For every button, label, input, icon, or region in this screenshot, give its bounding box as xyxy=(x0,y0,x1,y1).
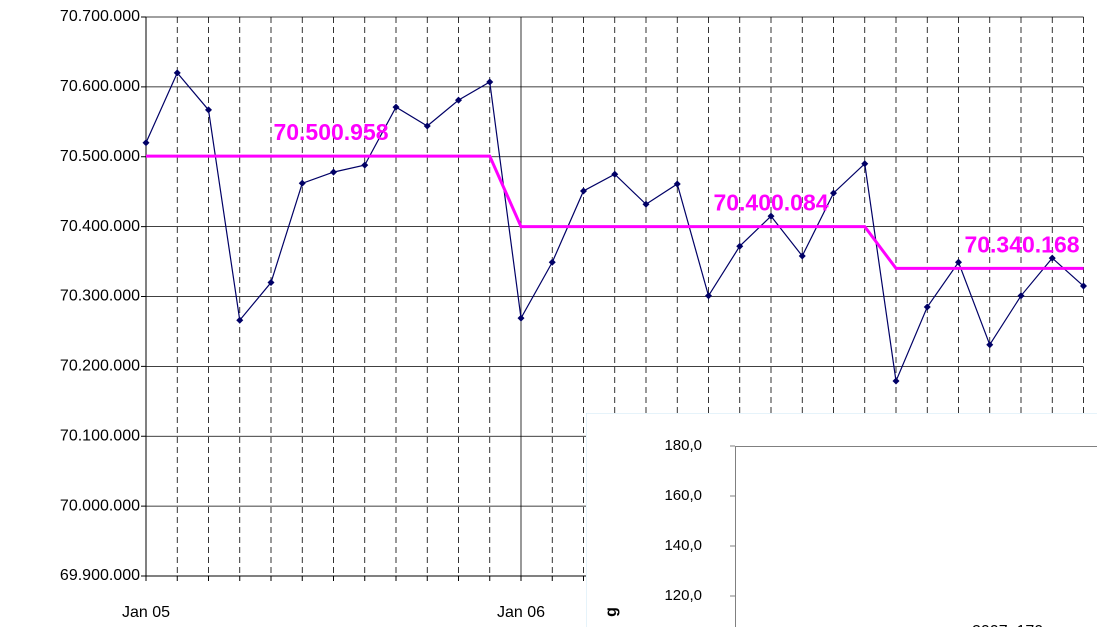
data-point xyxy=(861,160,869,168)
data-point xyxy=(455,96,462,104)
data-point xyxy=(923,303,931,311)
inset-chart: 120,0 140,0 160,0 180,0 g 2007: 170 xyxy=(586,413,1097,627)
data-point xyxy=(392,103,400,111)
data-point xyxy=(298,179,306,187)
data-point xyxy=(736,242,744,250)
main-chart: 69.900.000 70.000.000 70.100.000 70.200.000… xyxy=(60,8,1087,621)
data-point xyxy=(330,168,337,176)
data-point xyxy=(205,106,212,114)
y-tick-label: 69.900.000 xyxy=(60,567,140,584)
data-point xyxy=(142,139,150,147)
data-point xyxy=(642,200,650,208)
y-axis-label: g xyxy=(603,607,620,617)
data-point xyxy=(173,69,181,77)
data-point xyxy=(611,170,619,178)
data-point xyxy=(486,78,494,86)
data-point xyxy=(830,189,837,197)
level-label: 70.500.958 xyxy=(273,119,388,145)
data-point xyxy=(986,341,994,349)
y-tick-label: 160,0 xyxy=(664,487,702,504)
y-tick-label: 70.600.000 xyxy=(60,78,140,95)
data-point xyxy=(673,180,681,188)
y-tick-label: 70.000.000 xyxy=(60,497,140,514)
inset-plot-area xyxy=(735,446,1097,627)
series-line xyxy=(146,154,1084,270)
level-label: 70.340.168 xyxy=(964,232,1079,258)
x-tick-label: Jan 06 xyxy=(497,604,545,621)
y-tick-label: 180,0 xyxy=(664,437,702,454)
data-point xyxy=(548,258,556,266)
data-point xyxy=(892,377,900,385)
data-point xyxy=(1017,292,1025,300)
data-point xyxy=(361,161,369,169)
x-tick-label: Jan 05 xyxy=(122,604,170,621)
data-point xyxy=(423,122,431,130)
annotation: 2007: 170 xyxy=(972,623,1043,627)
level-label: 70.400.084 xyxy=(713,190,828,216)
data-point xyxy=(1048,254,1056,262)
y-tick-label: 70.400.000 xyxy=(60,218,140,235)
y-tick-label: 70.100.000 xyxy=(60,427,140,444)
data-point xyxy=(798,252,806,260)
data-point xyxy=(267,279,275,287)
data-point xyxy=(1080,282,1087,290)
data-point xyxy=(955,258,962,266)
data-point xyxy=(767,212,775,220)
y-tick-label: 70.300.000 xyxy=(60,288,140,305)
data-point xyxy=(580,187,587,195)
y-tick-label: 70.500.000 xyxy=(60,148,140,165)
data-point xyxy=(517,314,525,322)
y-tick-label: 120,0 xyxy=(664,587,702,604)
y-tick-label: 70.200.000 xyxy=(60,358,140,375)
data-point xyxy=(236,316,244,324)
data-point xyxy=(705,292,712,300)
y-tick-label: 140,0 xyxy=(664,537,702,554)
y-tick-label: 70.700.000 xyxy=(60,8,140,25)
